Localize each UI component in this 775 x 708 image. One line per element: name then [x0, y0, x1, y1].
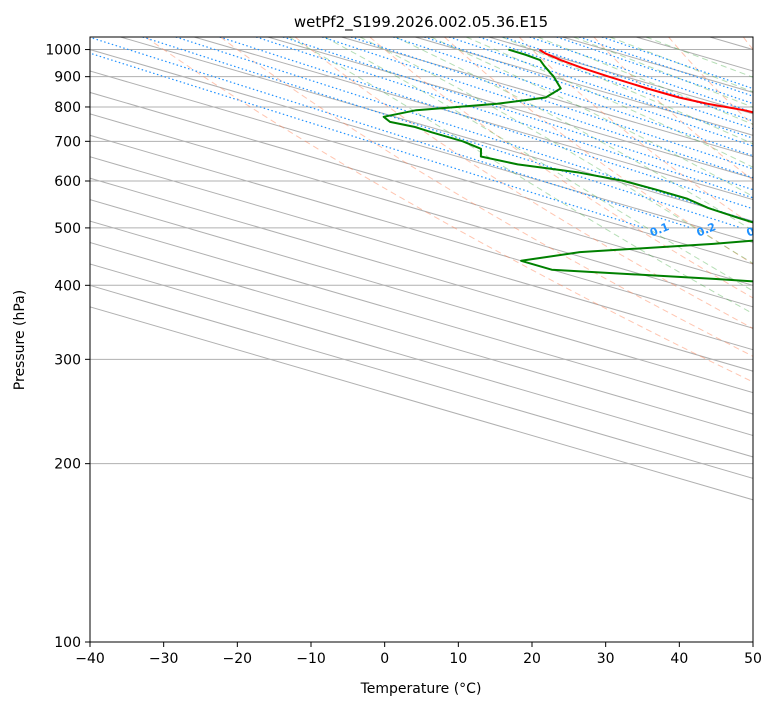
x-tick-label: −40: [75, 651, 105, 667]
isotherm-line: [120, 37, 753, 222]
y-tick-label: 800: [54, 100, 81, 116]
mixing-ratio-line: [282, 37, 753, 191]
y-tick-label: 300: [54, 352, 81, 368]
dewpoint-profile: [382, 48, 753, 283]
x-axis-label: Temperature (°C): [360, 681, 482, 697]
isotherm-line: [90, 284, 753, 479]
mixing-ratio-line: [90, 37, 692, 229]
dry-adiabat: [444, 37, 753, 265]
x-tick-label: 10: [449, 651, 467, 667]
x-tick-label: −20: [223, 651, 253, 667]
temperature-profile: [538, 48, 753, 114]
isotherm-line: [90, 263, 753, 458]
x-tick-label: −10: [296, 651, 326, 667]
sounding-series: [382, 48, 753, 283]
plot-frame: [89, 36, 754, 643]
y-axis-ticks: 100 200 300 400 500 600 700 800 900 1000: [45, 43, 90, 651]
dry-adiabat: [220, 37, 753, 357]
y-tick-label: 400: [54, 278, 81, 294]
dry-adiabat: [294, 37, 753, 330]
y-tick-label: 1000: [45, 43, 81, 59]
moist-adiabat: [395, 37, 753, 232]
moist-adiabat: [466, 37, 753, 168]
isotherm-line: [90, 134, 753, 329]
isotherm-line: [341, 37, 753, 158]
isotherm-line: [90, 199, 753, 394]
isotherm-line: [90, 177, 753, 372]
x-tick-label: 30: [597, 651, 615, 667]
isotherm-line: [90, 220, 753, 415]
y-tick-label: 900: [54, 70, 81, 86]
mixing-ratio-line: [393, 37, 753, 157]
x-tick-label: 50: [744, 651, 762, 667]
mixing-ratio-line: [579, 37, 753, 97]
y-tick-label: 600: [54, 174, 81, 190]
x-tick-label: 0: [380, 651, 389, 667]
isotherm-line: [90, 156, 753, 351]
y-tick-label: 700: [54, 134, 81, 150]
isotherm-line: [90, 70, 753, 265]
mixing-ratio-line: [556, 37, 753, 105]
pressure-gridlines: [90, 49, 753, 642]
moist-adiabats: [288, 37, 753, 315]
y-tick-label: 100: [54, 635, 81, 651]
mixing-ratio-line: [502, 37, 753, 122]
isotherm-line: [90, 91, 753, 286]
mixing-ratio-line: [255, 37, 753, 199]
dry-adiabat: [518, 37, 753, 226]
moist-adiabat: [537, 37, 753, 125]
x-tick-label: −30: [149, 651, 179, 667]
dry-adiabat: [369, 37, 753, 299]
mixing-ratio-line: [601, 37, 753, 90]
isotherm-line: [267, 37, 753, 179]
x-tick-label: 40: [670, 651, 688, 667]
isotherm-line: [90, 306, 753, 501]
dry-adiabat: [145, 37, 753, 383]
moist-adiabat: [288, 37, 753, 315]
y-axis-label: Pressure (hPa): [12, 290, 28, 390]
moist-adiabat: [573, 37, 753, 108]
isotherm-line: [90, 113, 753, 308]
mixing-ratio-line: [175, 37, 753, 223]
y-tick-label: 200: [54, 457, 81, 473]
mixing-ratio-label: 0.4: [745, 220, 768, 239]
isotherm-line: [194, 37, 753, 201]
moist-adiabat: [359, 37, 753, 264]
x-tick-label: 20: [523, 651, 541, 667]
isotherm-lines: [90, 37, 753, 501]
mixing-ratio-line: [529, 37, 753, 114]
isotherm-line: [90, 49, 753, 244]
x-axis-ticks: −40 −30 −20 −10 0 10 20 30 40 50: [75, 642, 762, 667]
isotherm-line: [90, 242, 753, 437]
y-tick-label: 500: [54, 221, 81, 237]
plot-area: -100-90-80-70-60-50-40-30-20-10010203040…: [90, 37, 768, 642]
mixing-ratio-line: [219, 37, 753, 210]
dry-adiabats: [145, 37, 753, 383]
chart-title: wetPf2_S199.2026.002.05.36.E15: [294, 13, 548, 32]
moist-adiabat: [430, 37, 753, 198]
